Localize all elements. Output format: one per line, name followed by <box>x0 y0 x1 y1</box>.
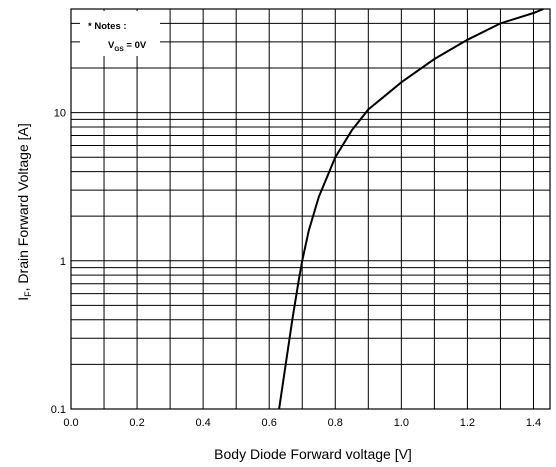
x-tick-label: 0.2 <box>129 417 144 429</box>
grid-lines <box>71 8 550 409</box>
x-tick-label: 0.0 <box>63 417 78 429</box>
notes-box: * Notes : VGS = 0V <box>80 11 160 56</box>
x-tick-label: 1.2 <box>460 417 475 429</box>
x-tick-label: 0.8 <box>328 417 343 429</box>
y-tick-label: 0.1 <box>51 404 66 416</box>
y-tick-label: 10 <box>54 108 66 120</box>
y-tick-label: 1 <box>60 256 66 268</box>
x-tick-labels: 0.0 0.2 0.4 0.6 0.8 1.0 1.2 1.4 <box>63 417 541 429</box>
notes-condition: VGS = 0V <box>108 40 147 53</box>
y-tick-labels: 0.1 1 10 <box>51 108 66 416</box>
plot-frame <box>70 8 551 410</box>
notes-title: * Notes : <box>88 21 127 32</box>
y-axis-label: IF, Drain Forward Voltage [A] <box>15 123 33 300</box>
x-tick-label: 0.6 <box>262 417 277 429</box>
x-tick-label: 0.4 <box>195 417 210 429</box>
x-tick-label: 1.0 <box>394 417 409 429</box>
x-tick-label: 1.4 <box>526 417 541 429</box>
x-axis-label: Body Diode Forward voltage [V] <box>214 446 412 462</box>
series-line <box>278 8 544 410</box>
